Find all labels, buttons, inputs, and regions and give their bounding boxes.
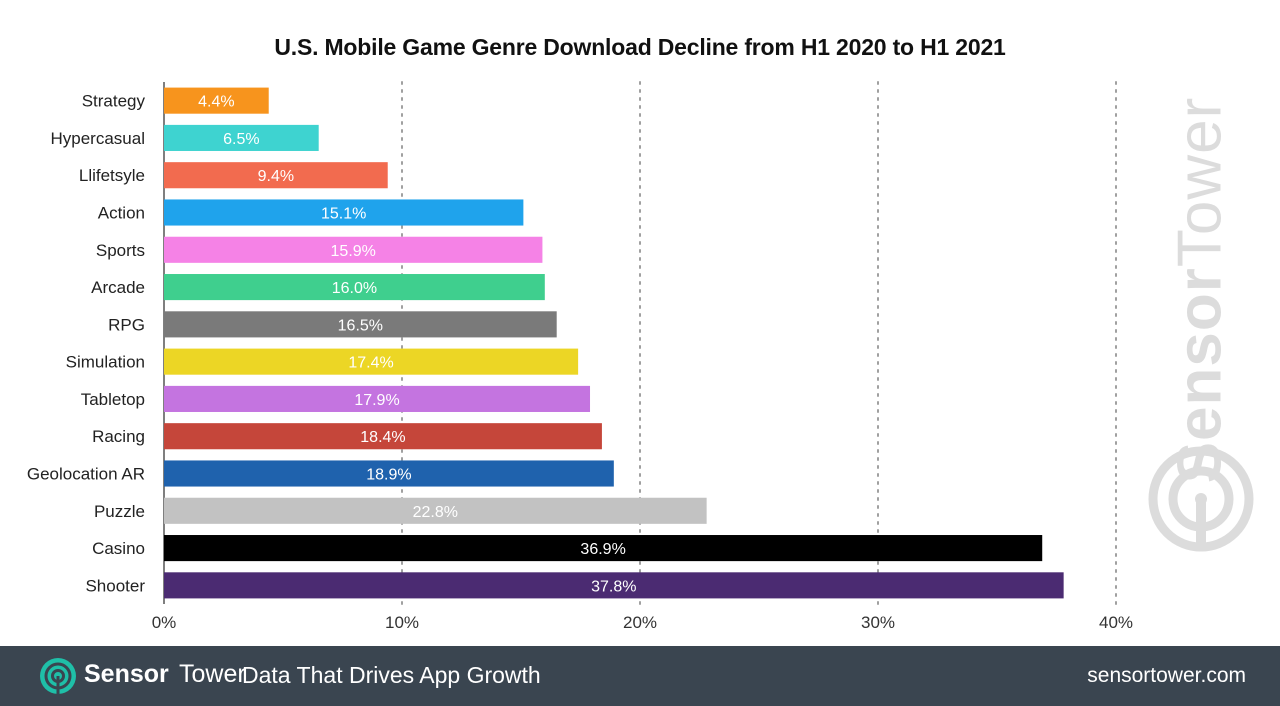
- value-label-action: 15.1%: [321, 206, 366, 223]
- bar-action: [164, 199, 524, 226]
- category-label-shooter: Shooter: [85, 576, 145, 595]
- value-label-puzzle: 22.8%: [413, 504, 458, 521]
- bar-casino: [164, 535, 1043, 562]
- value-label-simulation: 17.4%: [348, 355, 393, 372]
- category-label-puzzle: Puzzle: [94, 502, 145, 521]
- bar-geolocation-ar: [164, 460, 614, 487]
- value-label-sports: 15.9%: [331, 243, 376, 260]
- category-label-tabletop: Tabletop: [81, 390, 145, 409]
- x-tick-label-20: 20%: [623, 613, 657, 632]
- value-label-tabletop: 17.9%: [354, 392, 399, 409]
- bar-arcade: [164, 274, 545, 301]
- bar-puzzle: [164, 497, 707, 524]
- x-tick-label-10: 10%: [385, 613, 419, 632]
- bar-llifetsyle: [164, 162, 388, 189]
- value-label-racing: 18.4%: [360, 429, 405, 446]
- bar-strategy: [164, 87, 269, 114]
- category-label-geolocation-ar: Geolocation AR: [27, 465, 145, 484]
- category-label-strategy: Strategy: [82, 92, 146, 111]
- sensortower-logo-icon: [40, 658, 76, 695]
- category-label-sports: Sports: [96, 241, 145, 260]
- value-label-strategy: 4.4%: [198, 94, 234, 111]
- footer-brand-sensor: Sensor: [84, 660, 169, 688]
- category-label-casino: Casino: [92, 539, 145, 558]
- category-label-simulation: Simulation: [66, 353, 145, 372]
- bar-hypercasual: [164, 124, 319, 151]
- x-tick-label-30: 30%: [861, 613, 895, 632]
- bar-simulation: [164, 348, 579, 375]
- watermark-wordmark: SensorTower: [1165, 97, 1236, 484]
- footer-tagline: Data That Drives App Growth: [242, 662, 541, 688]
- bar-shooter: [164, 572, 1064, 599]
- footer-bar: Sensor Tower Data That Drives App Growth…: [0, 646, 1280, 706]
- bar-rpg: [164, 311, 557, 338]
- category-label-action: Action: [98, 204, 145, 223]
- value-label-arcade: 16.0%: [332, 280, 377, 297]
- category-label-rpg: RPG: [108, 315, 145, 334]
- category-label-arcade: Arcade: [91, 278, 145, 297]
- bar-chart: Strategy 4.4% Hypercasual 6.5% Llifetsyle 9.4…: [27, 81, 1133, 632]
- x-tick-label-40: 40%: [1099, 613, 1133, 632]
- value-label-shooter: 37.8%: [591, 578, 636, 595]
- sensortower-watermark-icon: [1148, 446, 1254, 552]
- value-label-hypercasual: 6.5%: [223, 131, 259, 148]
- chart-title: U.S. Mobile Game Genre Download Decline …: [274, 34, 1006, 60]
- footer-website-link[interactable]: sensortower.com: [1087, 664, 1246, 687]
- bar-sports: [164, 236, 543, 263]
- value-label-casino: 36.9%: [580, 541, 625, 558]
- category-label-racing: Racing: [92, 427, 145, 446]
- value-label-rpg: 16.5%: [338, 317, 383, 334]
- value-label-llifetsyle: 9.4%: [258, 168, 294, 185]
- category-label-llifetsyle: Llifetsyle: [79, 166, 145, 185]
- footer-brand-tower: Tower: [179, 660, 246, 688]
- value-label-geolocation-ar: 18.9%: [366, 467, 411, 484]
- watermark-word-tower: Tower: [1165, 96, 1235, 268]
- category-label-hypercasual: Hypercasual: [51, 129, 146, 148]
- bar-racing: [164, 423, 602, 450]
- x-tick-label-0: 0%: [152, 613, 177, 632]
- bar-tabletop: [164, 385, 591, 412]
